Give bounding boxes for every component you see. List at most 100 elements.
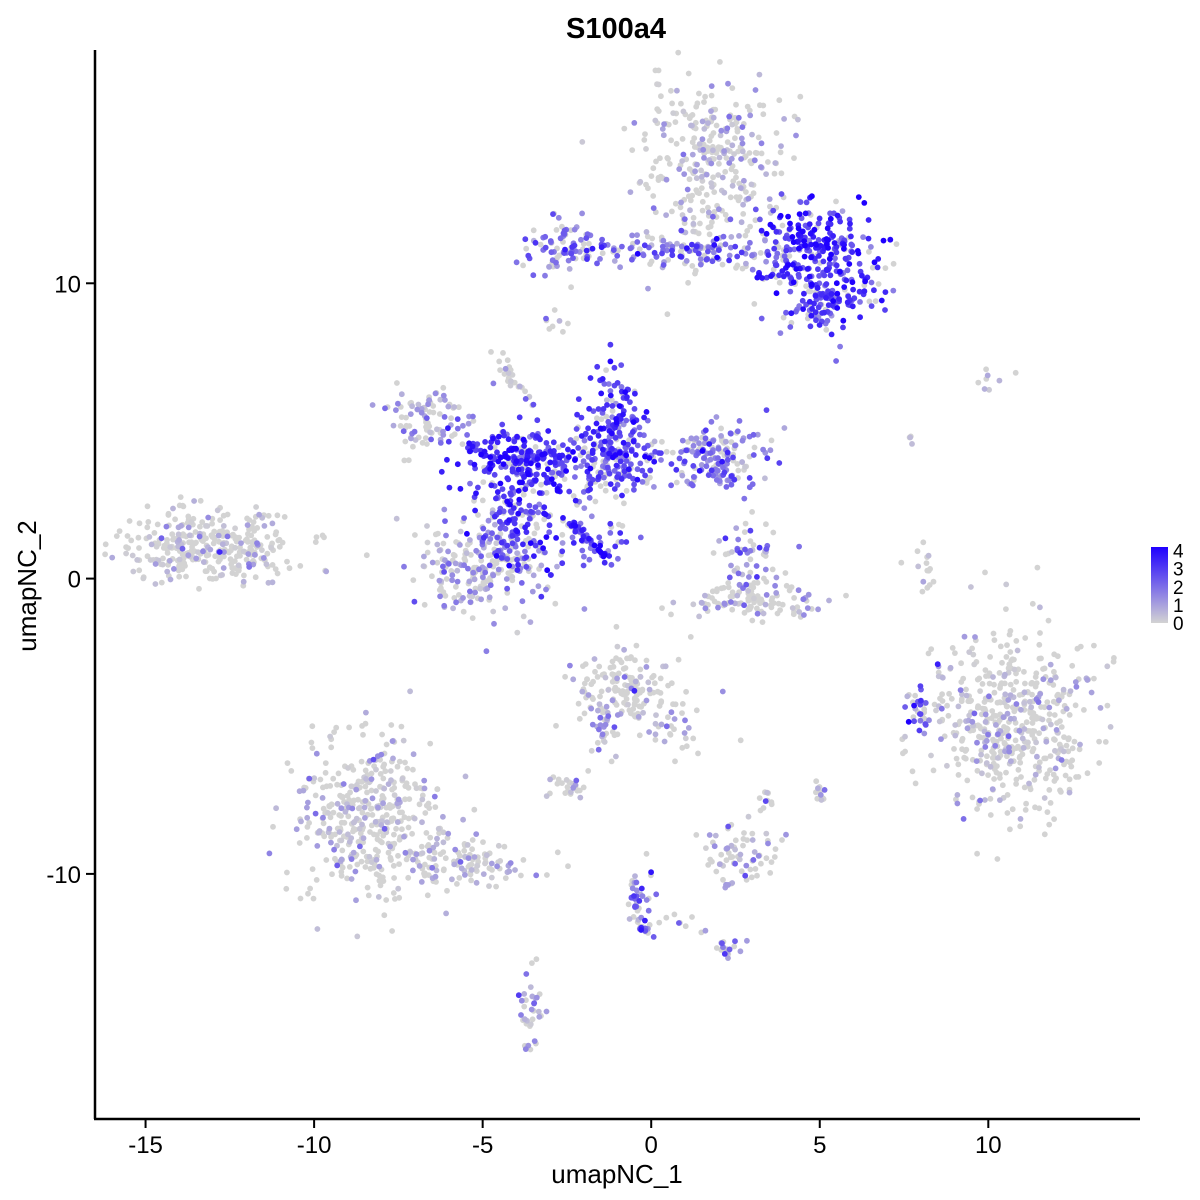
cell-point xyxy=(719,940,725,947)
cell-point xyxy=(305,890,311,897)
cell-point xyxy=(674,240,680,247)
cell-point xyxy=(494,534,501,541)
cell-point xyxy=(1047,661,1054,668)
cell-point xyxy=(445,403,452,410)
cell-point xyxy=(848,241,855,248)
cell-point xyxy=(394,763,401,770)
cell-point xyxy=(580,489,587,495)
cell-point xyxy=(537,241,544,248)
cell-point xyxy=(440,392,447,399)
cell-point xyxy=(521,443,527,449)
cell-point xyxy=(536,1013,543,1020)
cell-point xyxy=(868,303,875,309)
y-tick-label: 10 xyxy=(54,271,81,298)
cell-point xyxy=(669,208,675,215)
cell-point xyxy=(340,781,347,787)
cell-point xyxy=(570,540,577,546)
cell-point xyxy=(490,608,497,615)
cell-point xyxy=(629,885,636,892)
cell-point xyxy=(836,296,842,302)
cell-point xyxy=(621,125,628,132)
cell-point xyxy=(431,793,438,800)
cell-point xyxy=(699,198,706,205)
cell-point xyxy=(495,547,501,554)
cell-point xyxy=(387,805,394,811)
cell-point xyxy=(574,787,581,794)
cell-point xyxy=(660,237,667,244)
cell-point xyxy=(725,882,731,888)
cell-point xyxy=(697,261,704,268)
cell-point xyxy=(569,534,576,541)
cell-point xyxy=(578,463,584,469)
cell-point xyxy=(568,250,575,257)
cell-point xyxy=(587,435,594,442)
cell-point xyxy=(338,837,345,844)
cell-point xyxy=(619,492,625,499)
cell-point xyxy=(433,879,439,885)
cell-point xyxy=(777,149,784,156)
cell-point xyxy=(756,795,763,801)
cell-point xyxy=(741,177,747,184)
cell-point xyxy=(449,577,455,584)
cell-point xyxy=(589,245,596,252)
cell-point xyxy=(982,719,989,725)
cell-point xyxy=(441,414,448,420)
cell-point xyxy=(1065,748,1072,755)
cell-point xyxy=(191,498,198,504)
cell-point xyxy=(739,148,746,155)
cell-point xyxy=(543,534,550,540)
cell-point xyxy=(424,539,431,546)
cell-point xyxy=(808,312,815,319)
points-layer xyxy=(102,49,1117,1053)
cell-point xyxy=(815,220,822,227)
cell-point xyxy=(488,349,494,355)
cell-point xyxy=(1062,772,1069,779)
cell-point xyxy=(841,284,848,290)
cell-point xyxy=(1081,707,1087,713)
cell-point xyxy=(1009,704,1016,711)
cell-point xyxy=(721,951,728,957)
cell-point xyxy=(684,186,691,193)
cell-point xyxy=(595,432,602,439)
cell-point xyxy=(808,241,814,248)
cell-point xyxy=(710,213,716,220)
cell-point xyxy=(458,865,465,872)
cell-point xyxy=(813,317,819,324)
cell-point xyxy=(357,843,363,850)
cell-point xyxy=(560,442,566,448)
cell-point xyxy=(1051,816,1057,822)
color-legend-tick-label: 0 xyxy=(1173,614,1184,635)
cell-point xyxy=(911,702,917,709)
cell-point xyxy=(1013,638,1020,644)
cell-point xyxy=(522,388,528,395)
cell-point xyxy=(751,157,758,164)
cell-point xyxy=(728,155,735,162)
cell-point xyxy=(522,548,528,555)
cell-point xyxy=(959,735,966,742)
cell-point xyxy=(982,797,988,803)
cell-point xyxy=(496,433,502,440)
cell-point xyxy=(245,551,252,557)
cell-point xyxy=(707,456,714,463)
cell-point xyxy=(730,454,736,461)
cell-point xyxy=(436,577,443,584)
cell-point xyxy=(770,600,777,606)
cell-point xyxy=(541,516,548,523)
cell-point xyxy=(984,753,990,760)
cell-point xyxy=(681,458,688,465)
cell-point xyxy=(725,580,732,586)
cell-point xyxy=(462,557,469,564)
cell-point xyxy=(679,158,686,164)
cell-point xyxy=(418,843,425,850)
cell-point xyxy=(330,809,337,816)
cell-point xyxy=(361,804,368,811)
cell-point xyxy=(698,173,705,180)
cell-point xyxy=(875,256,882,262)
cell-point xyxy=(790,239,797,246)
cell-point xyxy=(768,799,775,806)
cell-point xyxy=(513,259,520,266)
cell-point xyxy=(599,250,606,257)
cell-point xyxy=(320,784,326,791)
cell-point xyxy=(215,532,222,539)
cell-point xyxy=(1013,678,1020,685)
